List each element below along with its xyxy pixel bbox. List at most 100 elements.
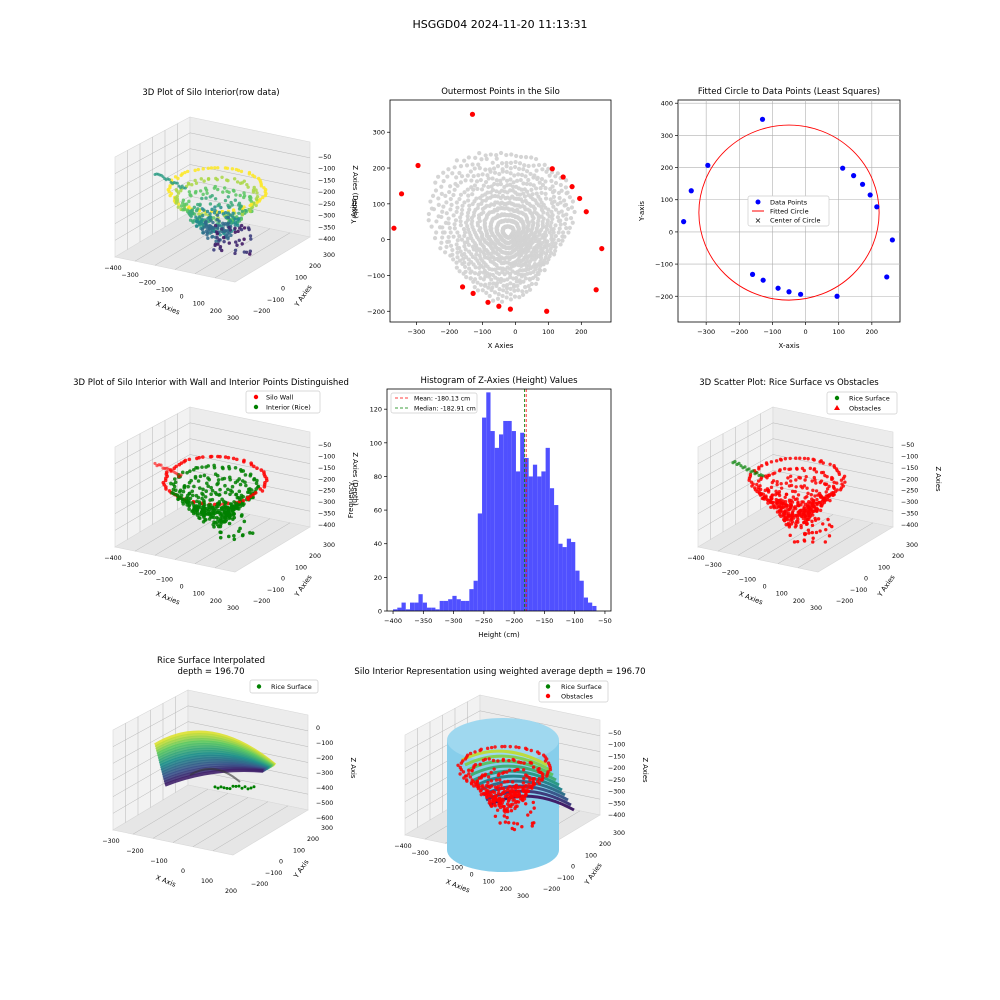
gray-point	[560, 230, 566, 235]
gray-point	[454, 265, 459, 270]
raw3d-point	[233, 217, 237, 221]
outermost-ytick-label: 300	[373, 129, 385, 137]
obstacle3d-point	[818, 495, 823, 499]
raw3d-grid	[194, 228, 271, 274]
silo3d-point	[490, 784, 494, 788]
raw3d-ytick-label: −200	[253, 308, 270, 315]
raw3d-deep-point	[235, 243, 239, 247]
silo3d-point	[539, 770, 543, 775]
wall3d-point	[197, 500, 202, 504]
obstacle3d-deep-point	[814, 530, 819, 535]
wall3d-point	[206, 464, 211, 468]
wall3d-point	[174, 464, 178, 469]
gray-point	[566, 206, 571, 212]
gray-point	[570, 199, 576, 204]
raw3d-ytick-label: 200	[309, 263, 321, 270]
raw3d-point	[223, 198, 228, 203]
gray-point	[566, 230, 571, 235]
obstacle3d-point	[833, 489, 838, 494]
wall3d-point	[238, 497, 242, 502]
silo3d-point	[503, 780, 507, 784]
raw3d-point	[186, 182, 191, 186]
raw3d-point	[206, 177, 211, 181]
obstacle3d-deep-point	[810, 530, 815, 535]
gray-point	[518, 177, 523, 183]
silo3d-point	[467, 772, 471, 776]
raw3d-point	[263, 193, 268, 198]
gray-point	[553, 207, 559, 212]
raw3d-ztick-label: −200	[318, 189, 335, 196]
gray-point	[523, 231, 528, 236]
surface3d-zlabel: Z Axis	[349, 758, 357, 779]
data-point	[889, 237, 895, 243]
gray-point	[455, 205, 460, 210]
outer-point	[398, 191, 405, 197]
raw3d-point	[226, 215, 231, 220]
data-point	[681, 219, 687, 225]
raw3d-point	[200, 227, 205, 232]
raw3d-point	[229, 233, 233, 238]
figure-title: HSGGD04 2024-11-20 11:13:31	[412, 18, 587, 31]
fitted-circle-panel: Fitted Circle to Data Points (Least Squa…	[638, 87, 901, 350]
gray-point	[508, 292, 513, 297]
raw3d-grid	[189, 132, 311, 159]
obstacle3d-point	[779, 498, 783, 502]
legend-label-rice: Rice Surface	[849, 395, 890, 403]
obstacle3d-deep-point	[792, 540, 797, 544]
gray-point	[434, 219, 439, 224]
obstacle3d-point	[818, 480, 822, 485]
obstacle3d-ztick-label: −400	[901, 522, 918, 529]
wall3d-point	[215, 515, 219, 520]
silo3d-point	[500, 800, 505, 805]
gray-point	[457, 269, 462, 274]
gray-point	[439, 240, 444, 245]
raw3d-deep-point	[227, 241, 231, 245]
raw3d-point	[220, 175, 224, 180]
gray-point	[514, 184, 519, 189]
outermost-frame	[389, 99, 612, 323]
raw3d-deep-point	[212, 248, 216, 252]
silo3d-point	[529, 748, 533, 753]
silo3d-grid	[479, 710, 601, 737]
wall3d-point	[193, 507, 197, 512]
raw3d-point	[228, 205, 232, 209]
obstacle3d-ytick-label: −100	[850, 587, 867, 594]
gray-point	[521, 191, 526, 196]
gray-point	[499, 161, 505, 166]
silo3d-point	[493, 785, 498, 789]
raw3d-point	[196, 207, 200, 211]
gray-point	[475, 288, 481, 293]
histogram-legend-box	[390, 392, 478, 414]
gray-point	[454, 200, 459, 205]
raw3d-deep-point	[242, 250, 247, 254]
wall3d-deep-point	[238, 526, 242, 531]
data-point	[759, 116, 766, 122]
obstacle3d-point	[825, 474, 829, 479]
silo3d-point	[486, 780, 490, 785]
obstacle3d-point	[777, 469, 782, 473]
raw3d-deep-point	[213, 243, 217, 248]
obstacle3d-point	[782, 511, 787, 515]
fitted-xtick-label: −200	[730, 328, 748, 336]
raw3d-point	[175, 197, 180, 201]
legend-label-obstacle: Obstacles	[849, 405, 882, 413]
gray-point	[512, 294, 518, 299]
raw3d-point	[194, 181, 199, 185]
wall3d-point	[196, 505, 201, 509]
obstacle3d-rice-point	[739, 464, 743, 468]
legend-marker-center: ×	[755, 216, 762, 225]
wall3d-deep-point	[241, 533, 245, 537]
raw3d-ztick-label: −250	[318, 201, 335, 208]
raw3d-deep-point	[228, 228, 233, 232]
histogram-xtick-label: −200	[505, 617, 523, 625]
silo3d-point	[512, 798, 516, 802]
raw3d-deep-point	[217, 238, 221, 242]
silo3d-xlabel: X Axies	[445, 878, 472, 895]
raw3d-point	[174, 188, 178, 192]
wall3d-point	[185, 471, 189, 475]
silo3d-point	[515, 804, 519, 808]
gray-point	[558, 218, 563, 223]
obstacle3d-deep-point	[827, 534, 832, 538]
silo3d-point	[505, 770, 509, 774]
obstacle3d-point	[796, 503, 801, 508]
